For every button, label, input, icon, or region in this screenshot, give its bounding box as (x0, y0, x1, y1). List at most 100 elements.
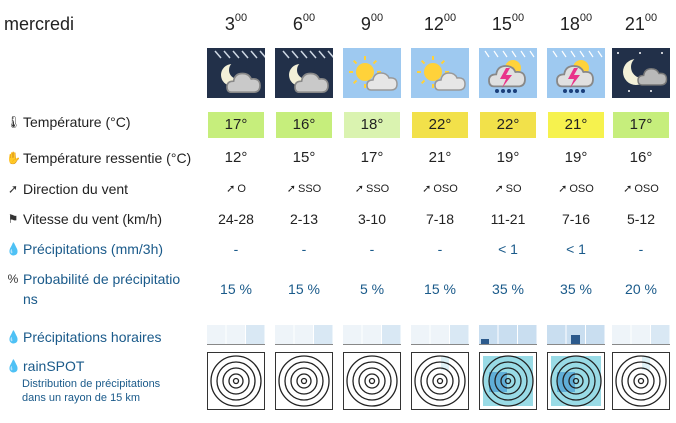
radar-ring (278, 355, 330, 407)
hour-number: 6 (292, 14, 303, 34)
wind-direction-cell: ➚ O (206, 182, 266, 195)
wind-direction-icon: ➚ (7, 182, 19, 196)
radar-ring (300, 377, 308, 385)
temperature-cell: 18° (344, 112, 400, 138)
rain-drop (513, 89, 517, 93)
rainspot-map (207, 352, 265, 410)
rain-streak (579, 50, 585, 58)
wind-direction-cell: ➚ OSO (546, 182, 606, 195)
hour-number: 18 (559, 14, 580, 34)
rainspot-svg (275, 352, 333, 410)
hour-minutes: 00 (579, 12, 593, 24)
probability-cell: 15 % (288, 281, 320, 297)
night-cloud-rain-icon (275, 48, 335, 98)
sun-ray (352, 79, 358, 85)
row-label-wind-speed: ⚑ Vitesse du vent (km/h) (7, 211, 163, 227)
hourly-precip-svg (207, 325, 265, 345)
radar-ring (368, 377, 376, 385)
hour-minutes: 00 (511, 12, 525, 24)
rainspot-svg (343, 352, 401, 410)
weather-icon-svg (479, 48, 537, 98)
rain-streak (552, 50, 558, 58)
hour-label: 300 (206, 12, 266, 35)
radar-ring (488, 361, 528, 401)
wind-direction-cell: ➚ OSO (410, 182, 470, 195)
radar-ring (627, 367, 655, 395)
hour-number: 12 (423, 14, 444, 34)
hourly-slot (612, 325, 631, 344)
hourly-slot (586, 325, 605, 344)
hourly-slot (246, 325, 265, 344)
wind-direction-text: SSO (297, 183, 322, 195)
hourly-precip-chart (343, 325, 401, 345)
cloud-shape (434, 72, 466, 91)
rain-streak (214, 50, 222, 59)
feels-like-cell: 17° (360, 149, 384, 166)
hour-label: 2100 (611, 12, 671, 35)
wind-direction-cell: ➚ SSO (274, 182, 334, 195)
day-label: mercredi (4, 14, 75, 34)
rain-drop (495, 89, 499, 93)
row-label-hourly: 💧 Précipitations horaires (6, 329, 162, 345)
sun-cloud-icon (411, 48, 469, 98)
wind-arrow-icon: ➚ (494, 183, 504, 195)
feels-like-cell: 19° (564, 149, 588, 166)
rain-streak (520, 50, 526, 58)
radar-ring (284, 361, 324, 401)
weather-icon-svg (411, 48, 469, 98)
row-label-temperature: 🌡 Température (°C) (6, 114, 131, 130)
rain-streak (597, 50, 603, 58)
sun-shape (424, 63, 442, 81)
rainspot-svg (479, 352, 537, 410)
cloud-shape (637, 68, 668, 86)
rainspot-description-1: Distribution de précipitations (22, 378, 161, 390)
sun-ray (440, 59, 446, 65)
weather-icon-svg (547, 48, 605, 98)
hourly-precip-chart (275, 325, 333, 345)
hand-icon: ✋ (6, 151, 21, 165)
weather-icon-svg (275, 48, 335, 98)
thunderstorm-icon (547, 48, 605, 98)
hour-number: 21 (624, 14, 645, 34)
rain-drop (569, 89, 573, 93)
radar-ring (562, 367, 590, 395)
sun-shape (356, 63, 374, 81)
radar-ring (426, 367, 454, 395)
rainspot-map (612, 352, 670, 410)
hourly-slot (631, 325, 650, 344)
precipitation-cell: - (233, 241, 239, 257)
hour-minutes: 00 (370, 12, 384, 24)
row-label-probability-wrap: ns (23, 291, 38, 307)
rainspot-map (547, 352, 605, 410)
radar-ring (296, 373, 312, 389)
hourly-rain-icon: 💧 (6, 330, 21, 344)
moon-cloud-icon (612, 48, 670, 98)
radar-ring (482, 355, 534, 407)
radar-ring (633, 373, 649, 389)
star-shape (628, 90, 630, 92)
hourly-precip-svg (411, 325, 469, 345)
wind-speed-cell: 11-21 (490, 211, 526, 227)
wind-direction-cell: ➚ SSO (342, 182, 402, 195)
radar-ring (414, 355, 466, 407)
rain-streak (232, 50, 240, 59)
radar-ring (550, 355, 602, 407)
wind-direction-text: SSO (365, 183, 390, 195)
hourly-slot (450, 325, 469, 344)
hourly-slot (207, 325, 226, 344)
hourly-slot (343, 325, 362, 344)
radar-ring (500, 373, 516, 389)
radar-ring (232, 377, 240, 385)
cloud-path (637, 68, 668, 86)
radar-ring (420, 361, 460, 401)
sun-ray (420, 79, 426, 85)
radar-ring (216, 361, 256, 401)
rain-streak (241, 50, 249, 59)
radar-ring (572, 377, 580, 385)
cloud-path (226, 72, 261, 94)
hour-number: 15 (491, 14, 512, 34)
wind-arrow-icon: ➚ (286, 183, 296, 195)
row-label-feels-like: ✋ Température ressentie (°C) (6, 150, 192, 166)
hourly-precip-chart (411, 325, 469, 345)
wind-direction-text: OSO (634, 183, 659, 195)
